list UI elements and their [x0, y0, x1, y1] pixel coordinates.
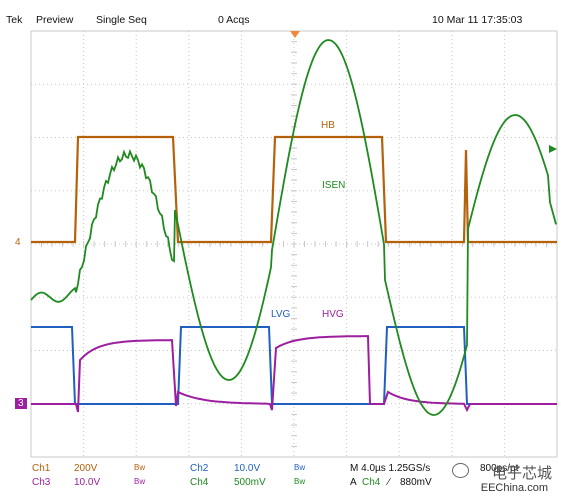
hvg-label: HVG — [322, 309, 344, 320]
scope-header: Tek Preview Single Seq 0 Acqs 10 Mar 11 … — [0, 0, 568, 30]
trigger-level-marker — [549, 145, 557, 153]
record-length-label: 800ps/pt — [480, 463, 519, 474]
ch3-ground-marker[interactable]: 3 — [15, 398, 27, 409]
ch2-scale: 10.0V — [234, 463, 261, 474]
wechat-logo-icon — [452, 463, 469, 478]
ch1-bw: Bw — [134, 463, 146, 472]
ch2-name: Ch2 — [190, 463, 209, 474]
ch1-scale: 200V — [74, 463, 98, 474]
brand-label: Tek — [6, 14, 23, 26]
hb-waveform — [31, 135, 557, 244]
acquisition-count: 0 Acqs — [218, 14, 250, 26]
ch3-name: Ch3 — [32, 477, 51, 488]
trigger-slope-icon: ∕ — [388, 477, 390, 488]
trigger-position-marker — [290, 31, 300, 38]
hb-label: HB — [321, 120, 335, 131]
ch4-scale: 500mV — [234, 477, 266, 488]
trigger-label: A — [350, 477, 357, 488]
hvg-waveform — [31, 335, 557, 413]
ch3-bw: Bw — [134, 477, 146, 486]
mode-label: Preview — [36, 14, 74, 26]
ch4-ground-marker[interactable]: 4 — [15, 237, 21, 248]
lvg-waveform — [31, 326, 557, 405]
ch3-scale: 10.0V — [74, 477, 101, 488]
watermark-cn: 电子芯城 — [491, 464, 552, 482]
timebase-label: M 4.0µs 1.25GS/s — [350, 463, 431, 474]
isen-waveform — [30, 39, 557, 416]
lvg-label: LVG — [271, 309, 291, 320]
trigger-level: 880mV — [400, 477, 432, 488]
ch4-bw: Bw — [294, 477, 306, 486]
ch2-bw: Bw — [294, 463, 306, 472]
trigger-source: Ch4 — [362, 477, 381, 488]
ch1-name: Ch1 — [32, 463, 51, 474]
graticule-grid — [30, 30, 558, 458]
datetime-label: 10 Mar 11 17:35:03 — [432, 14, 523, 26]
ch4-name: Ch4 — [190, 477, 209, 488]
acquisition-mode-label: Single Seq — [96, 14, 147, 26]
watermark-en: EEChina.com — [480, 482, 548, 494]
isen-label: ISEN — [322, 180, 346, 191]
